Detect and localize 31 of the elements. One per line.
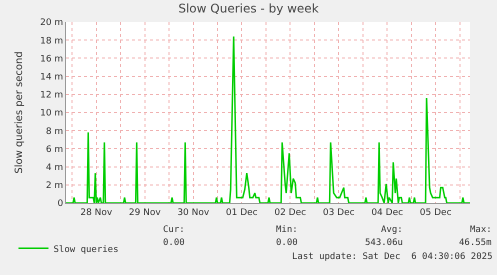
x-tick-label: 03 Dec <box>322 208 355 218</box>
text: Max: <box>470 225 492 235</box>
text: 543.06u <box>365 238 403 248</box>
legend-label: Slow queries <box>53 244 119 255</box>
x-tick-label: 30 Nov <box>177 208 210 218</box>
text: Cur: <box>163 225 185 235</box>
y-tick-label: 16 m <box>40 54 64 64</box>
y-tick-label: 18 m <box>40 36 64 46</box>
text: 0.00 <box>276 238 298 248</box>
y-tick-label: 10 m <box>40 108 64 119</box>
text: Avg: <box>381 225 403 235</box>
y-tick-label: 6 m <box>46 144 64 155</box>
text: Min: <box>276 225 298 235</box>
y-tick-label: 4 m <box>46 162 64 173</box>
y-tick-label: 8 m <box>46 126 64 137</box>
y-tick-label: 20 m <box>40 18 64 28</box>
x-tick-label: 05 Dec <box>420 208 452 218</box>
y-tick-label: 0 <box>57 199 64 210</box>
text: 46.55m <box>459 238 492 248</box>
x-tick-label: 02 Dec <box>274 208 306 218</box>
x-tick-label: 04 Dec <box>371 208 404 218</box>
x-tick-label: 28 Nov <box>80 208 113 218</box>
y-tick-label: 2 m <box>46 181 64 192</box>
x-tick-label: 01 Dec <box>226 208 258 218</box>
text: Last update: Sat Dec 6 04:30:06 2025 <box>292 252 492 262</box>
x-tick-label: 29 Nov <box>128 208 162 218</box>
text: 0.00 <box>163 238 185 248</box>
y-tick-label: 12 m <box>40 90 64 101</box>
chart-title: Slow Queries - by week <box>178 2 319 16</box>
y-tick-label: 14 m <box>40 72 64 82</box>
y-axis-title: Slow queries per second <box>14 51 26 174</box>
